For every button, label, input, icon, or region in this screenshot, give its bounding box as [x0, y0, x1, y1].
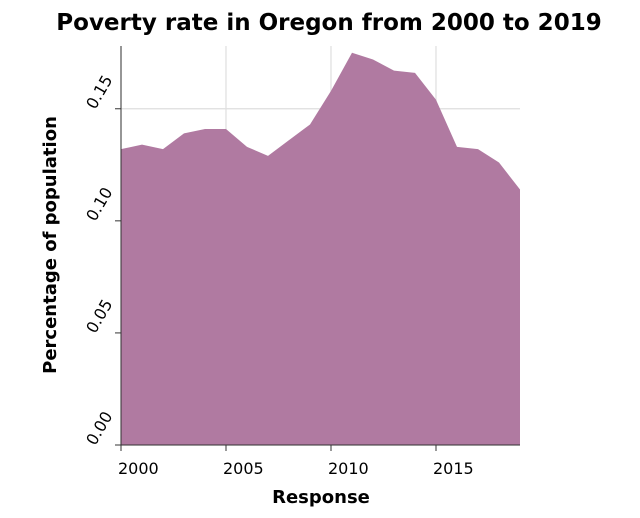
x-tick-label-1: 2005: [223, 459, 264, 478]
x-tick-label-0: 2000: [118, 459, 159, 478]
x-axis-label: Response: [272, 487, 370, 508]
y-tick-label-2: 0.10: [82, 184, 116, 224]
y-tick-label-0: 0.00: [82, 408, 116, 448]
chart-title: Poverty rate in Oregon from 2000 to 2019: [56, 10, 601, 36]
y-tick-label-1: 0.05: [82, 296, 116, 336]
y-tick-label-3: 0.15: [82, 72, 116, 112]
axes: [120, 46, 520, 446]
x-tick-label-3: 2015: [433, 459, 474, 478]
x-tick-label-2: 2010: [328, 459, 369, 478]
area-series-0: [121, 52, 520, 445]
y-axis-label: Percentage of population: [40, 116, 61, 374]
area-series: [120, 52, 521, 445]
